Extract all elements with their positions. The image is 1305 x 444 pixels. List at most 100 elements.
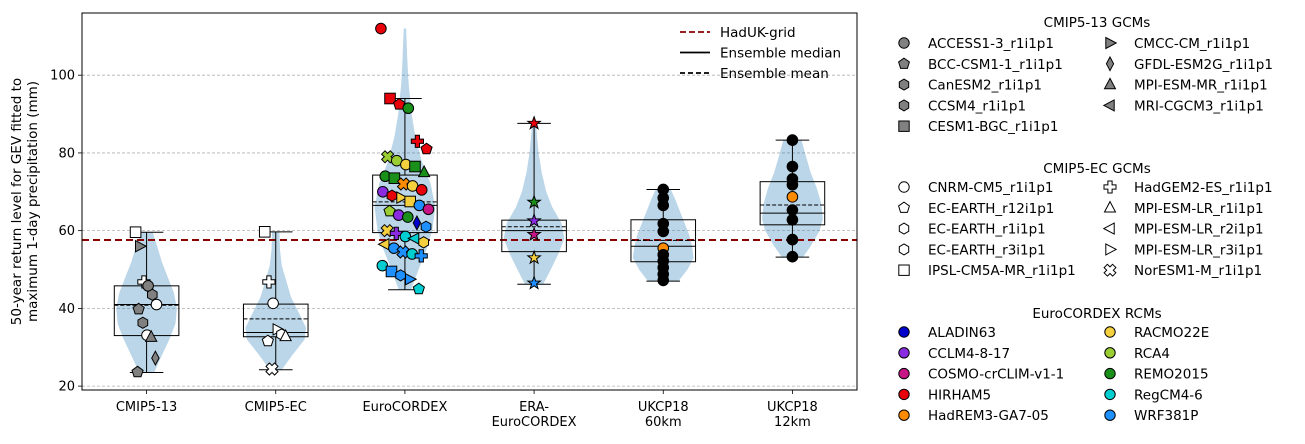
legend-section-title: EuroCORDEX RCMs xyxy=(1032,306,1161,322)
legend-item-label: MRI-CGCM3_r1i1p1 xyxy=(1134,98,1264,114)
x-tick-label: CMIP5-13 xyxy=(116,400,177,415)
data-point xyxy=(418,236,429,249)
data-point xyxy=(385,265,398,278)
data-point xyxy=(265,362,279,376)
legend-marker-icon xyxy=(898,99,910,112)
legend-item-label: NorESM1-M_r1i1p1 xyxy=(1134,263,1262,279)
data-point xyxy=(786,250,799,263)
legend-marker-icon xyxy=(898,120,910,132)
legend-item-label: MPI-ESM-LR_r1i1p1 xyxy=(1134,201,1264,217)
data-point xyxy=(380,150,395,164)
marker-legend: CMIP5-13 GCMs ACCESS1-3_r1i1p1 BCC-CSM1-1_… xyxy=(898,15,1273,424)
data-point xyxy=(137,316,149,329)
plot-area: 20 40 60 80 100 50-year return level for GEV … xyxy=(9,12,858,430)
data-point xyxy=(415,184,428,196)
data-point xyxy=(405,272,418,286)
legend-marker-icon xyxy=(898,57,910,69)
legend-marker-icon xyxy=(1104,367,1116,380)
legend-item-label: WRF381P xyxy=(1134,408,1198,424)
legend-marker-icon xyxy=(898,243,910,256)
legend-marker-icon xyxy=(1104,347,1116,359)
legend-item-label: CanESM2_r1i1p1 xyxy=(928,78,1042,94)
data-point xyxy=(420,142,433,155)
legend-item-label: CCLM4-8-17 xyxy=(928,346,1010,362)
data-point xyxy=(420,220,432,233)
legend-item-label: MPI-ESM-MR_r1i1p1 xyxy=(1134,78,1268,94)
legend-item-label: ACCESS1-3_r1i1p1 xyxy=(928,36,1054,52)
y-axis-label: 50-year return level for GEV fitted to xyxy=(9,78,25,325)
data-point xyxy=(786,160,799,173)
legend-item-label: COSMO-crCLIM-v1-1 xyxy=(928,367,1064,383)
legend-marker-icon xyxy=(1103,263,1117,277)
y-tick-label: 40 xyxy=(58,302,75,317)
legend-marker-icon xyxy=(898,367,910,380)
legend-item-label: RACMO22E xyxy=(1134,325,1209,341)
data-point xyxy=(422,203,435,216)
data-point xyxy=(786,204,799,216)
legend-section-title: CMIP5-13 GCMs xyxy=(1044,15,1151,31)
legend-marker-icon xyxy=(1103,200,1117,213)
data-point xyxy=(279,328,293,342)
data-point xyxy=(526,274,542,290)
legend-item-label: EC-EARTH_r3i1p1 xyxy=(928,242,1046,258)
y-axis-label: maximum 1-day precipitation (mm) xyxy=(25,81,41,322)
y-tick-label: 60 xyxy=(58,224,75,239)
legend-marker-icon xyxy=(898,78,910,91)
legend-item-label: ALADIN63 xyxy=(928,325,996,341)
legend-item-label: CMCC-CM_r1i1p1 xyxy=(1134,36,1250,52)
data-point xyxy=(417,164,431,178)
data-point xyxy=(526,115,542,130)
data-point xyxy=(526,194,542,209)
axes-frame xyxy=(81,12,858,391)
legend-marker-icon xyxy=(1105,36,1118,50)
legend-marker-icon xyxy=(1102,222,1115,235)
data-point xyxy=(395,269,406,282)
legend-section-title: CMIP5-EC GCMs xyxy=(1043,161,1150,177)
legend-marker-icon xyxy=(898,347,910,359)
data-point xyxy=(376,259,389,272)
data-point xyxy=(402,102,415,115)
x-tick-label: UKCP18 xyxy=(767,400,818,415)
x-tick-label: 12km xyxy=(774,415,811,430)
data-point xyxy=(262,275,276,289)
data-point xyxy=(393,97,406,110)
data-point xyxy=(409,160,421,173)
legend-marker-icon xyxy=(898,264,910,276)
legend-marker-icon xyxy=(1105,55,1115,72)
data-point xyxy=(388,172,401,184)
x-tick-label: UKCP18 xyxy=(638,400,689,415)
legend-item-label: MPI-ESM-LR_r3i1p1 xyxy=(1134,242,1264,258)
legend-item-label: GFDL-ESM2G_r1i1p1 xyxy=(1134,57,1273,73)
data-point xyxy=(375,22,387,35)
data-point xyxy=(657,225,670,238)
data-point xyxy=(147,288,158,301)
legend-item-label: RegCM4-6 xyxy=(1134,387,1203,403)
data-point xyxy=(410,134,424,148)
legend-marker-icon xyxy=(1104,326,1116,338)
legend-marker-icon xyxy=(1105,243,1118,256)
line-legend-label: Ensemble median xyxy=(720,46,841,62)
y-tick-label: 20 xyxy=(58,380,75,395)
legend-item-label: HadREM3-GA7-05 xyxy=(928,408,1049,424)
legend-item-label: MPI-ESM-LR_r2i1p1 xyxy=(1134,222,1264,238)
x-tick-label: EuroCORDEX xyxy=(492,415,577,430)
legend-marker-icon xyxy=(898,181,910,193)
data-point xyxy=(786,191,799,203)
legend-item-label: CNRM-CM5_r1i1p1 xyxy=(928,180,1053,196)
data-point xyxy=(386,189,398,202)
legend-item-label: CESM1-BGC_r1i1p1 xyxy=(928,119,1058,135)
x-tick-label: CMIP5-EC xyxy=(245,400,307,415)
y-tick-label: 80 xyxy=(58,146,75,161)
legend-item-label: REMO2015 xyxy=(1134,367,1209,383)
legend-marker-icon xyxy=(1103,180,1117,194)
y-tick-label: 100 xyxy=(50,69,75,84)
data-point xyxy=(135,239,148,253)
data-point xyxy=(786,233,799,246)
data-point xyxy=(399,230,412,243)
legend-marker-icon xyxy=(898,388,910,401)
data-point xyxy=(129,226,142,239)
data-point xyxy=(657,199,670,212)
legend-marker-icon xyxy=(898,37,910,49)
